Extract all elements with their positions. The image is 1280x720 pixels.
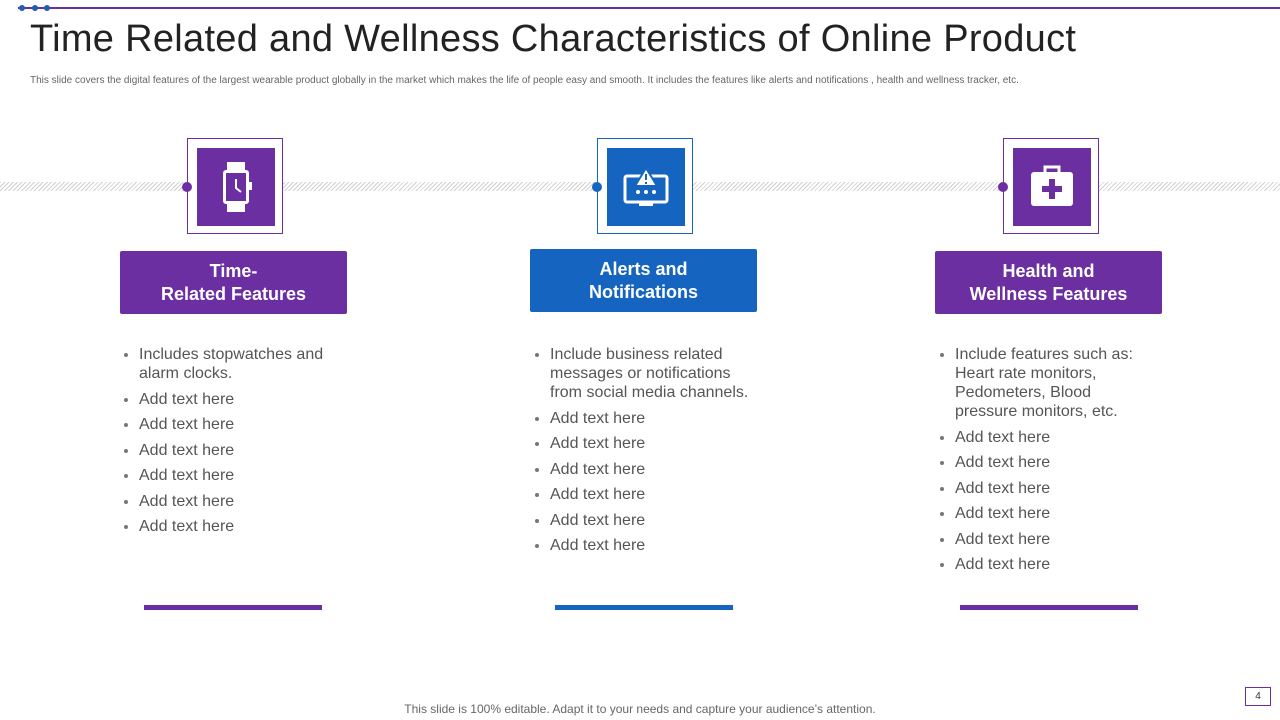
bullet: Add text here — [139, 466, 334, 485]
card-accent — [555, 605, 733, 610]
bullet: Add text here — [550, 511, 755, 530]
page-number: 4 — [1245, 687, 1271, 706]
bullet: Add text here — [139, 517, 334, 536]
card-title: Wellness Features — [969, 283, 1128, 304]
bullet: Add text here — [955, 428, 1145, 447]
bullet: Add text here — [139, 441, 334, 460]
bullet: Includes stopwatches and alarm clocks. — [139, 345, 334, 383]
bullet: Add text here — [955, 555, 1145, 574]
alert-icon — [607, 148, 685, 226]
icon-box — [182, 138, 283, 234]
card-header: Time- Related Features — [120, 251, 347, 314]
card-title: Time- — [209, 260, 258, 281]
watch-icon — [197, 148, 275, 226]
footer-text: This slide is 100% editable. Adapt it to… — [404, 702, 876, 716]
bullet: Add text here — [955, 530, 1145, 549]
bullet: Add text here — [550, 409, 755, 428]
bullet: Include business related messages or not… — [550, 345, 755, 402]
bullet-list: Include business related messages or not… — [530, 345, 755, 562]
card-accent — [960, 605, 1138, 610]
medkit-icon — [1013, 148, 1091, 226]
card-title: Notifications — [588, 281, 698, 302]
title: Time Related and Wellness Characteristic… — [30, 18, 1077, 60]
icon-box — [592, 138, 693, 234]
card-title: Related Features — [160, 283, 307, 304]
bullet: Add text here — [550, 434, 755, 453]
card-title: Alerts and — [599, 258, 688, 279]
bullet: Add text here — [139, 390, 334, 409]
bullet: Add text here — [139, 415, 334, 434]
bullet-list: Includes stopwatches and alarm clocks. Ad… — [119, 345, 334, 543]
icon-box — [998, 138, 1099, 234]
card-header: Alerts and Notifications — [530, 249, 757, 312]
card-title: Health and — [1002, 260, 1095, 281]
subtitle: This slide covers the digital features o… — [30, 75, 1019, 86]
top-rule — [18, 5, 1280, 11]
bullet: Include features such as: Heart rate mon… — [955, 345, 1145, 421]
card-accent — [144, 605, 322, 610]
bullet: Add text here — [955, 479, 1145, 498]
bullet: Add text here — [550, 485, 755, 504]
bullet: Add text here — [139, 492, 334, 511]
card-header: Health and Wellness Features — [935, 251, 1162, 314]
bullet: Add text here — [550, 536, 755, 555]
bullet: Add text here — [550, 460, 755, 479]
bullet: Add text here — [955, 453, 1145, 472]
bullet: Add text here — [955, 504, 1145, 523]
bullet-list: Include features such as: Heart rate mon… — [935, 345, 1145, 581]
